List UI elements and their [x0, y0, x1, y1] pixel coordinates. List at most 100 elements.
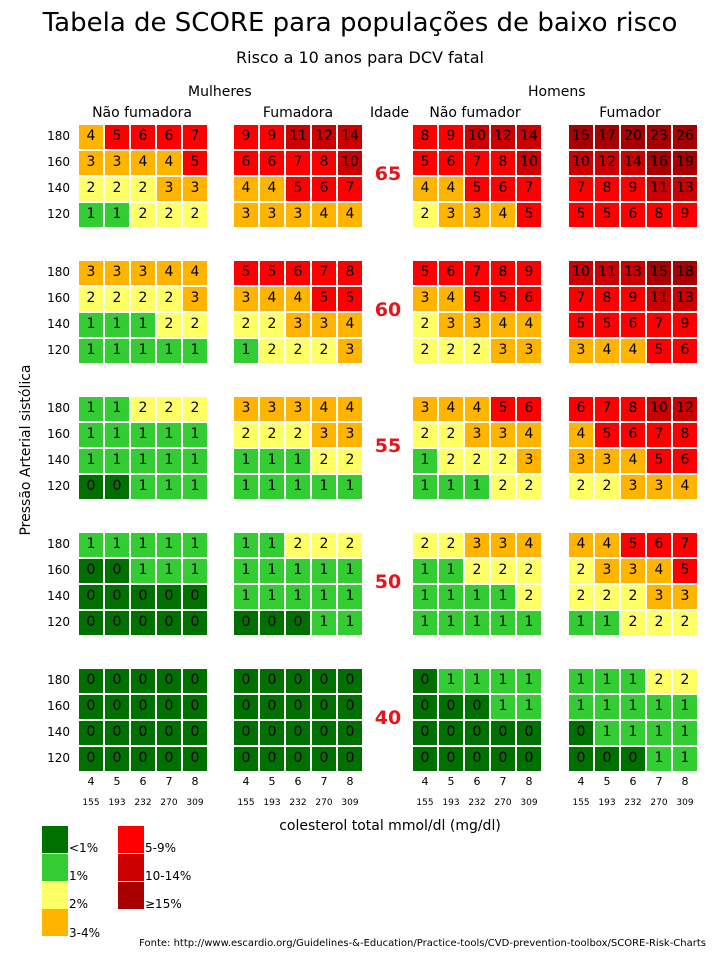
- risk-cell: 1: [412, 558, 438, 584]
- risk-cell: 1: [182, 338, 208, 364]
- risk-cell: 1: [259, 474, 285, 500]
- risk-cell: 1: [156, 422, 182, 448]
- risk-cell: 3: [104, 260, 130, 286]
- risk-cell: 0: [490, 720, 516, 746]
- risk-cell: 7: [672, 532, 698, 558]
- risk-cell: 11: [594, 260, 620, 286]
- legend-swatch: [118, 826, 144, 853]
- risk-cell: 3: [464, 312, 490, 338]
- risk-cell: 3: [568, 448, 594, 474]
- risk-cell: 10: [464, 124, 490, 150]
- risk-cell: 2: [104, 286, 130, 312]
- systolic-row-label: 120: [47, 479, 70, 493]
- risk-cell: 0: [130, 668, 156, 694]
- risk-cell: 4: [516, 312, 542, 338]
- risk-cell: 0: [104, 558, 130, 584]
- risk-cell: 1: [646, 720, 672, 746]
- risk-cell: 2: [594, 584, 620, 610]
- risk-cell: 2: [259, 338, 285, 364]
- y-axis-label: Pressão Arterial sistólica: [18, 364, 34, 536]
- risk-cell: 3: [594, 558, 620, 584]
- risk-cell: 5: [568, 202, 594, 228]
- risk-cell: 2: [259, 312, 285, 338]
- risk-cell: 16: [646, 150, 672, 176]
- risk-cell: 2: [646, 668, 672, 694]
- risk-cell: 2: [438, 338, 464, 364]
- risk-cell: 4: [259, 176, 285, 202]
- risk-cell: 6: [646, 532, 672, 558]
- x-tick-mmol: 7: [165, 775, 173, 788]
- risk-cell: 1: [311, 610, 337, 636]
- risk-cell: 0: [182, 584, 208, 610]
- risk-cell: 4: [259, 286, 285, 312]
- risk-cell: 4: [412, 176, 438, 202]
- systolic-row-label: 180: [47, 265, 70, 279]
- risk-cell: 0: [156, 720, 182, 746]
- risk-cell: 1: [412, 448, 438, 474]
- risk-cell: 3: [233, 396, 259, 422]
- age-label: 55: [374, 435, 402, 457]
- risk-cell: 1: [130, 312, 156, 338]
- risk-cell: 4: [156, 260, 182, 286]
- legend-swatch: [118, 854, 144, 881]
- risk-cell: 2: [412, 202, 438, 228]
- x-tick-mgdl: 270: [160, 798, 178, 808]
- risk-cell: 3: [104, 150, 130, 176]
- x-tick-mgdl: 155: [572, 798, 590, 808]
- risk-cell: 5: [594, 422, 620, 448]
- risk-cell: 4: [516, 532, 542, 558]
- legend-label: 3-4%: [69, 926, 101, 940]
- risk-cell: 0: [156, 584, 182, 610]
- risk-cell: 1: [337, 584, 363, 610]
- risk-cell: 1: [672, 720, 698, 746]
- risk-cell: 4: [594, 532, 620, 558]
- risk-cell: 5: [412, 260, 438, 286]
- risk-cell: 2: [412, 532, 438, 558]
- risk-cell: 3: [78, 150, 104, 176]
- risk-cell: 2: [337, 532, 363, 558]
- risk-cell: 2: [285, 338, 311, 364]
- risk-cell: 6: [233, 150, 259, 176]
- risk-cell: 0: [568, 720, 594, 746]
- risk-cell: 1: [130, 422, 156, 448]
- x-tick-mgdl: 193: [108, 798, 126, 808]
- risk-cell: 4: [594, 338, 620, 364]
- panel-header-women-nonsmoker: Não fumadora: [92, 105, 192, 121]
- risk-cell: 2: [568, 584, 594, 610]
- risk-cell: 0: [104, 746, 130, 772]
- risk-cell: 1: [337, 474, 363, 500]
- risk-cell: 0: [412, 746, 438, 772]
- risk-cell: 3: [182, 286, 208, 312]
- risk-cell: 5: [490, 396, 516, 422]
- risk-cell: 1: [646, 746, 672, 772]
- risk-cell: 2: [156, 312, 182, 338]
- risk-cell: 9: [516, 260, 542, 286]
- risk-cell: 0: [104, 720, 130, 746]
- risk-cell: 1: [233, 338, 259, 364]
- risk-cell: 3: [620, 474, 646, 500]
- risk-cell: 20: [620, 124, 646, 150]
- x-tick-mmol: 6: [473, 775, 481, 788]
- risk-cell: 2: [104, 176, 130, 202]
- risk-cell: 4: [568, 532, 594, 558]
- risk-cell: 5: [646, 448, 672, 474]
- risk-cell: 7: [285, 150, 311, 176]
- systolic-row-label: 160: [47, 563, 70, 577]
- risk-cell: 13: [620, 260, 646, 286]
- risk-cell: 1: [594, 694, 620, 720]
- x-tick-mmol: 5: [603, 775, 611, 788]
- x-tick-mmol: 4: [87, 775, 95, 788]
- risk-cell: 15: [568, 124, 594, 150]
- x-tick-mgdl: 193: [598, 798, 616, 808]
- risk-cell: 3: [438, 312, 464, 338]
- risk-cell: 4: [620, 338, 646, 364]
- risk-cell: 1: [412, 610, 438, 636]
- legend-swatch: [118, 882, 144, 909]
- risk-cell: 1: [594, 720, 620, 746]
- risk-cell: 2: [412, 338, 438, 364]
- risk-cell: 5: [646, 338, 672, 364]
- x-tick-mgdl: 193: [442, 798, 460, 808]
- risk-cell: 3: [516, 448, 542, 474]
- risk-cell: 0: [182, 694, 208, 720]
- legend-swatch: [42, 909, 68, 936]
